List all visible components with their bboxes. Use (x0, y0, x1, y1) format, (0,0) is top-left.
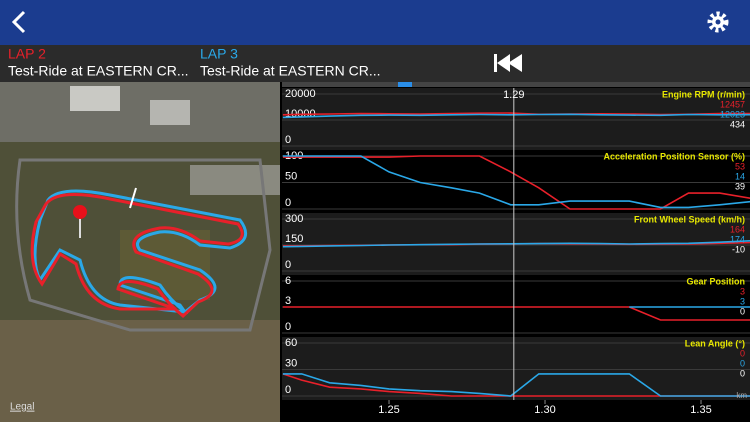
x-tick-label: 1.35 (690, 404, 711, 416)
map-building (70, 86, 120, 111)
lap-3-line (282, 155, 750, 209)
panel-readout: 3 (740, 296, 745, 306)
cursor-label: 1.29 (503, 89, 524, 101)
y-tick-label: 20000 (285, 88, 316, 100)
panel-readout: 174 (730, 234, 745, 244)
lap-bar (0, 45, 750, 82)
map-pin (73, 205, 87, 219)
lap-3-line (282, 240, 750, 248)
y-tick-label: 0 (285, 384, 291, 396)
lap-3-line (282, 113, 750, 119)
settings-button[interactable] (707, 11, 729, 33)
lap-label[interactable]: LAP 2 (8, 46, 46, 62)
y-tick-label: 0 (285, 134, 291, 146)
progress-thumb[interactable] (398, 82, 412, 87)
gear-teeth (707, 11, 729, 33)
panel-title: Engine RPM (r/min) (662, 89, 745, 99)
panel-readout: -10 (732, 244, 745, 254)
rewind-bar (494, 54, 497, 72)
panel-title: Acceleration Position Sensor (%) (603, 151, 745, 161)
panel-readout: 0 (740, 348, 745, 358)
panel-title: Gear Position (686, 276, 745, 286)
y-tick-label: 60 (285, 337, 297, 349)
rewind-arrow (497, 54, 510, 72)
rewind-button[interactable] (494, 54, 522, 72)
panel-readout: 3 (740, 286, 745, 296)
lap-3-line (282, 373, 750, 397)
x-tick-label: 1.25 (378, 404, 399, 416)
header-bar (0, 0, 750, 45)
y-tick-label: 300 (285, 213, 303, 225)
lap-track: Test-Ride at EASTERN CR... (200, 63, 381, 79)
panel-readout: 0 (740, 306, 745, 316)
progress-track[interactable] (282, 82, 750, 87)
x-unit-label: km (736, 391, 747, 400)
rewind-arrow (508, 54, 522, 72)
lap-track: Test-Ride at EASTERN CR... (8, 63, 189, 79)
panel-readout: 0 (740, 358, 745, 368)
map-building (190, 165, 280, 195)
panel-readout: 39 (735, 181, 745, 191)
panel-background (282, 337, 750, 400)
panel-readout: 0 (740, 368, 745, 378)
panel-readout: 53 (735, 161, 745, 171)
lap-2-line (282, 306, 750, 321)
map-legal-link[interactable]: Legal (10, 402, 34, 413)
panel-readout: 14 (735, 171, 745, 181)
y-tick-label: 0 (285, 197, 291, 209)
lap-2-trace (30, 193, 244, 318)
gear-hole (715, 19, 721, 25)
map-dirt (0, 320, 280, 422)
start-line (129, 187, 137, 209)
panel-readout: 12023 (720, 109, 745, 119)
y-tick-label: 50 (285, 170, 297, 182)
panel-background (282, 88, 750, 150)
y-tick-label: 0 (285, 321, 291, 333)
panel-readout: 434 (730, 119, 745, 129)
back-button[interactable] (11, 10, 26, 34)
y-tick-label: 3 (285, 295, 291, 307)
y-tick-label: 6 (285, 275, 291, 287)
x-tick-label: 1.30 (534, 404, 555, 416)
panel-readout: 164 (730, 224, 745, 234)
lap-2-line (282, 155, 750, 210)
y-tick-label: 150 (285, 233, 303, 245)
y-tick-label: 30 (285, 357, 297, 369)
map[interactable] (0, 82, 280, 422)
map-road (15, 158, 272, 332)
lap-label[interactable]: LAP 3 (200, 46, 238, 62)
y-tick-label: 0 (285, 259, 291, 271)
panel-background (282, 275, 750, 337)
map-building (150, 100, 190, 125)
panel-title: Front Wheel Speed (km/h) (634, 214, 745, 224)
panel-readout: 12457 (720, 99, 745, 109)
panel-title: Lean Angle (°) (685, 338, 745, 348)
map-buildings (0, 82, 280, 142)
